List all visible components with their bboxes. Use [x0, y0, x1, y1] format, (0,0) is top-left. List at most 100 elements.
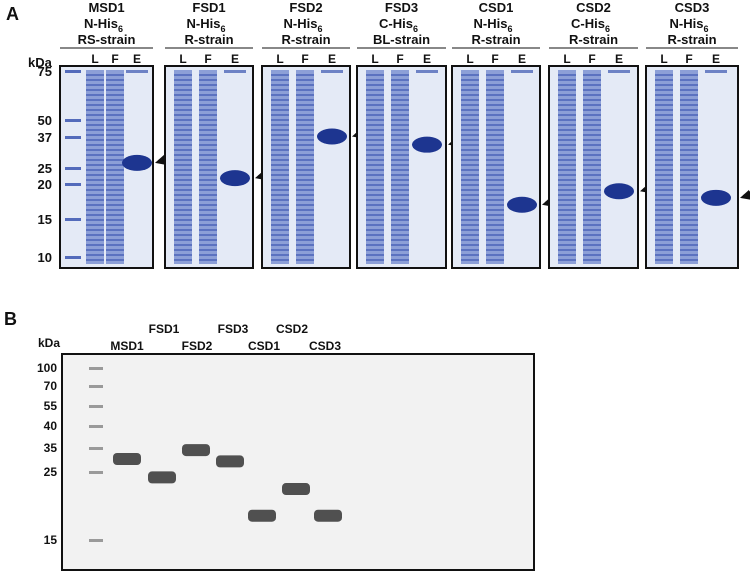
- lysate-band: [486, 209, 504, 211]
- lysate-band: [655, 89, 673, 91]
- lysate-band: [558, 134, 576, 136]
- lysate-band: [680, 104, 698, 106]
- lane-letter: L: [660, 52, 667, 66]
- lysate-band: [86, 119, 104, 121]
- lysate-band: [199, 154, 217, 156]
- lysate-band: [655, 214, 673, 216]
- lysate-band: [461, 124, 479, 126]
- lane-letter: L: [563, 52, 570, 66]
- lysate-band: [296, 99, 314, 101]
- lysate-band: [106, 239, 124, 241]
- lysate-band: [86, 204, 104, 206]
- lysate-band: [486, 114, 504, 116]
- lysate-band: [680, 204, 698, 206]
- lysate-band: [106, 204, 124, 206]
- lysate-band: [583, 174, 601, 176]
- lysate-band: [583, 214, 601, 216]
- lysate-band: [296, 209, 314, 211]
- lysate-band: [271, 144, 289, 146]
- lysate-band: [106, 149, 124, 151]
- marker-label: 15: [38, 212, 52, 227]
- lysate-band: [461, 189, 479, 191]
- lysate-band: [558, 164, 576, 166]
- lysate-band: [271, 134, 289, 136]
- lysate-band: [558, 79, 576, 81]
- lysate-band: [86, 234, 104, 236]
- lysate-band: [461, 169, 479, 171]
- lysate-band: [391, 149, 409, 151]
- lysate-band: [296, 89, 314, 91]
- lysate-band: [655, 194, 673, 196]
- lysate-band: [655, 74, 673, 76]
- gel-name: FSD2: [289, 0, 322, 15]
- lysate-band: [174, 109, 192, 111]
- lysate-band: [86, 149, 104, 151]
- tag-subscript: 6: [118, 24, 123, 34]
- lysate-band: [199, 189, 217, 191]
- lysate-band: [174, 94, 192, 96]
- gel-strain: R-strain: [184, 32, 233, 47]
- lysate-band: [655, 179, 673, 181]
- lysate-band: [655, 124, 673, 126]
- lysate-band: [174, 154, 192, 156]
- lysate-band: [106, 114, 124, 116]
- lysate-band: [583, 184, 601, 186]
- lysate-band: [366, 99, 384, 101]
- panel-a-label: A: [6, 4, 19, 24]
- lysate-band: [106, 94, 124, 96]
- lysate-band: [86, 169, 104, 171]
- lysate-band: [583, 99, 601, 101]
- lysate-band: [174, 214, 192, 216]
- lysate-band: [655, 109, 673, 111]
- lysate-band: [583, 219, 601, 221]
- lysate-band: [655, 229, 673, 231]
- lysate-band: [106, 129, 124, 131]
- band-msd1: [113, 452, 141, 465]
- elution-band: [317, 128, 347, 145]
- lysate-band: [655, 169, 673, 171]
- lysate-band: [174, 194, 192, 196]
- elution-minor-band: [511, 70, 533, 73]
- lysate-band: [486, 219, 504, 221]
- lysate-band: [655, 184, 673, 186]
- lysate-band: [391, 169, 409, 171]
- lysate-band: [199, 99, 217, 101]
- panel-b-label: B: [4, 309, 17, 329]
- lysate-band: [391, 109, 409, 111]
- lysate-band: [106, 89, 124, 91]
- lysate-band: [106, 154, 124, 156]
- gel-tag: N-His6: [284, 16, 323, 34]
- lysate-band: [486, 124, 504, 126]
- lysate-band: [296, 139, 314, 141]
- lysate-band: [86, 99, 104, 101]
- lysate-band: [461, 239, 479, 241]
- lysate-band: [680, 184, 698, 186]
- lysate-band: [296, 114, 314, 116]
- lysate-band: [174, 239, 192, 241]
- lysate-band: [461, 184, 479, 186]
- lysate-band: [486, 224, 504, 226]
- lysate-band: [366, 119, 384, 121]
- lane-letter: L: [91, 52, 98, 66]
- lane-letter: F: [588, 52, 595, 66]
- lysate-band: [486, 84, 504, 86]
- lysate-band: [655, 224, 673, 226]
- lysate-band: [583, 119, 601, 121]
- lysate-band: [271, 204, 289, 206]
- lysate-band: [680, 229, 698, 231]
- lysate-band: [174, 219, 192, 221]
- lysate-band: [86, 224, 104, 226]
- lysate-band: [655, 104, 673, 106]
- lysate-band: [391, 159, 409, 161]
- lane-letter: F: [204, 52, 211, 66]
- lysate-band: [680, 219, 698, 221]
- lysate-band: [655, 199, 673, 201]
- lysate-band: [391, 134, 409, 136]
- band-fsd2: [182, 444, 210, 457]
- lysate-band: [366, 164, 384, 166]
- lysate-band: [461, 259, 479, 261]
- lysate-band: [86, 144, 104, 146]
